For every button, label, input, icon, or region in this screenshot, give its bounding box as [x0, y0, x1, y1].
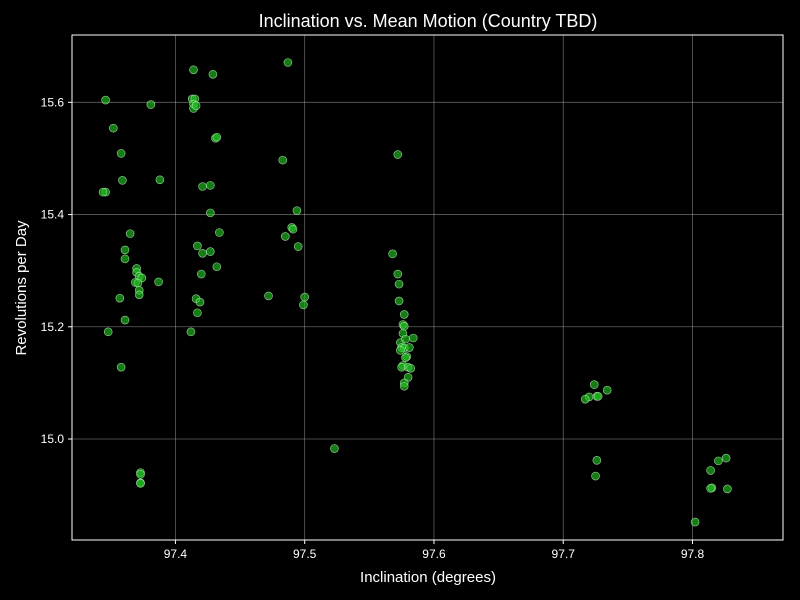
y-tick-label: 15.0 [41, 432, 65, 446]
data-point [115, 293, 125, 303]
data-point [155, 175, 165, 185]
y-tick-label: 15.2 [41, 320, 65, 334]
data-point [393, 150, 403, 159]
data-point [723, 484, 732, 494]
data-point [399, 381, 409, 391]
data-point [206, 208, 215, 218]
data-point [399, 310, 409, 319]
y-axis-ticks: 15.0 15.2 15.4 15.6 [41, 95, 72, 446]
data-point [393, 269, 403, 279]
data-point [146, 100, 156, 109]
data-point [116, 149, 126, 158]
data-point [264, 291, 273, 301]
x-tick-label: 97.4 [164, 547, 188, 561]
data-point [103, 327, 113, 337]
data-point [278, 155, 288, 165]
data-point [283, 58, 293, 67]
data-point [196, 269, 206, 279]
data-point [193, 241, 202, 251]
data-point [580, 394, 590, 404]
data-point [120, 315, 130, 325]
y-tick-label: 15.6 [41, 95, 65, 109]
data-point [593, 392, 603, 401]
data-point [714, 456, 723, 466]
x-tick-label: 97.8 [681, 547, 705, 561]
data-point [591, 471, 600, 481]
x-tick-label: 97.6 [422, 547, 446, 561]
x-tick-label: 97.7 [552, 547, 576, 561]
data-point [288, 224, 298, 234]
data-point [292, 206, 302, 215]
data-point [330, 444, 339, 453]
data-point [198, 182, 207, 191]
data-point [191, 101, 201, 110]
data-point [394, 279, 404, 289]
data-point [300, 292, 309, 302]
points [98, 58, 732, 527]
x-tick-label: 97.5 [293, 547, 317, 561]
data-point [690, 517, 700, 527]
data-point [136, 479, 145, 488]
data-point [405, 343, 414, 352]
data-point [399, 321, 409, 331]
data-point [193, 308, 202, 318]
data-point [208, 69, 218, 79]
data-point [212, 262, 222, 272]
data-point [136, 470, 145, 479]
x-axis-label: Inclination (degrees) [360, 569, 496, 586]
chart-title: Inclination vs. Mean Motion (Country TBD… [259, 11, 598, 31]
data-point [120, 245, 130, 255]
data-point [406, 363, 415, 373]
data-point [401, 353, 410, 362]
y-tick-label: 15.4 [41, 208, 65, 222]
plot-frame [71, 34, 784, 541]
data-point [109, 123, 118, 133]
data-point [206, 181, 215, 190]
data-point [408, 333, 418, 343]
data-point [98, 187, 108, 197]
data-point [394, 296, 404, 306]
data-point [602, 385, 612, 395]
data-point [293, 242, 303, 251]
data-point [118, 176, 127, 185]
data-point [120, 254, 130, 264]
data-point [706, 484, 715, 493]
y-axis-label: Revolutions per Day [13, 220, 30, 356]
data-point [134, 290, 144, 300]
x-axis-ticks: 97.4 97.5 97.6 97.7 97.8 [164, 540, 705, 561]
data-point [206, 247, 215, 256]
data-point [388, 249, 397, 259]
data-point [195, 297, 205, 307]
data-point [396, 346, 405, 355]
data-point [133, 278, 143, 288]
data-point [215, 228, 224, 237]
data-point [280, 232, 290, 241]
data-point [721, 453, 731, 463]
data-point [189, 65, 198, 75]
data-point [592, 456, 602, 465]
data-point [154, 277, 163, 287]
data-point [589, 380, 599, 389]
data-point [186, 327, 196, 337]
data-point [212, 132, 222, 142]
data-point [198, 248, 207, 258]
data-point [299, 300, 308, 310]
data-point [101, 95, 110, 105]
data-point [706, 466, 715, 475]
data-point [125, 229, 135, 238]
data-point [116, 362, 126, 372]
data-point [401, 334, 410, 344]
